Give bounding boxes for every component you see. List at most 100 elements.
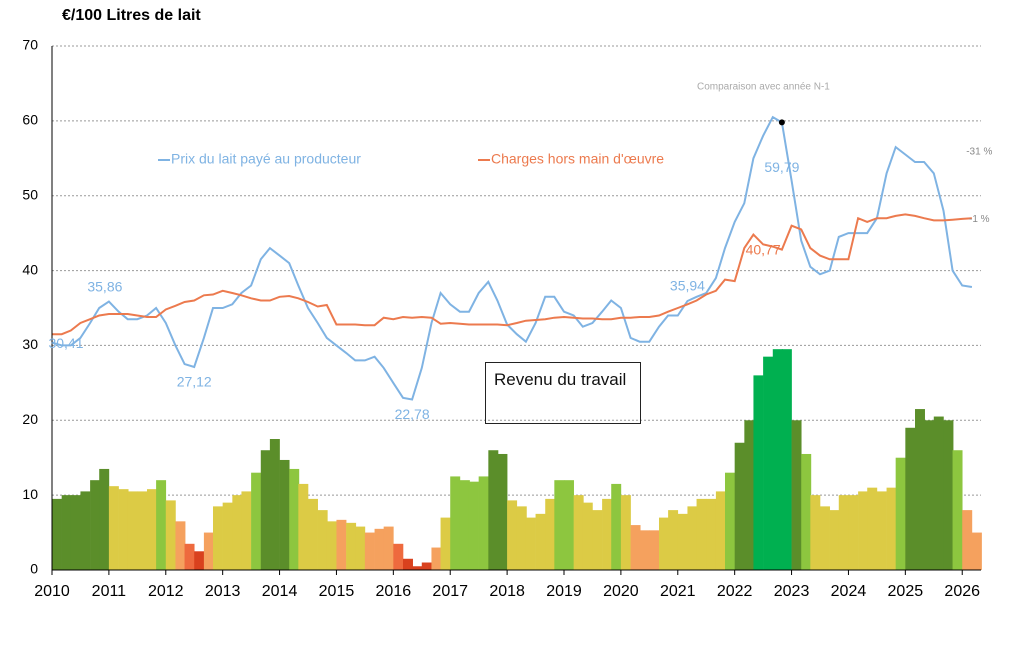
bar [724,472,735,570]
bar [99,468,110,570]
annotation: 35,94 [670,278,705,294]
bar [212,506,223,570]
bar [659,517,669,570]
line [51,115,973,401]
bar [393,543,404,570]
annotation: 27,12 [177,374,212,390]
bar [962,510,973,570]
bar [649,530,660,570]
bar [734,442,745,570]
bar [156,480,167,570]
bar [317,510,328,570]
bar [829,510,840,570]
bar [858,491,869,570]
bar [80,491,91,570]
bar [260,450,271,570]
bar [52,498,62,570]
y-tick-label: 50 [22,186,38,202]
bar [497,453,508,570]
bar [374,528,385,570]
bar [326,521,337,570]
bar [668,510,679,570]
x-tick-label: 2020 [603,583,639,600]
box-label: Revenu du travail [485,362,641,424]
x-tick-label: 2025 [888,583,924,600]
bar [696,498,707,570]
x-tick-label: 2019 [546,583,582,600]
bar [478,476,489,570]
bar [232,495,243,570]
bar [763,356,774,570]
x-tick-label: 2011 [92,583,127,600]
bar [241,491,252,570]
bar [251,472,262,570]
annotation: 40,77 [746,242,781,258]
annotation: -1 % [969,214,990,225]
bar [772,349,783,570]
bar [744,420,755,570]
bar [194,551,205,570]
bar [127,491,138,570]
bar [70,495,81,570]
bar [147,489,157,570]
bar [801,453,812,570]
chart-title: €/100 Litres de lait [62,7,201,24]
bar [564,480,574,570]
bar [677,513,688,570]
legend-label: Charges hors main d'œuvre [491,151,664,167]
x-tick-label: 2017 [432,583,468,600]
bar [412,566,423,570]
bar [573,495,584,570]
y-tick-label: 10 [22,486,38,502]
bar [222,502,233,570]
y-tick-label: 40 [22,261,38,277]
x-tick-label: 2022 [717,583,753,600]
legend-label: Prix du lait payé au producteur [171,151,361,167]
bar [355,526,366,570]
annotation: 35,86 [87,278,122,294]
bar [639,530,650,570]
y-tick-label: 60 [22,112,38,128]
bar [753,375,764,570]
bar [175,521,186,570]
bar [90,480,101,570]
comparison-note: Comparaison avec année N-1 [697,82,830,93]
bar [848,495,859,570]
bar [895,457,906,570]
bar [915,409,925,570]
x-tick-label: 2021 [660,583,696,600]
bar [468,481,479,570]
bar [525,517,536,570]
bar [971,532,982,570]
bar [421,562,432,570]
bar [886,487,897,570]
bar [516,506,527,570]
bar [203,532,214,570]
bar [943,420,954,570]
bar [184,543,195,570]
bar [137,491,148,570]
x-tick-label: 2016 [376,583,412,600]
bar [592,510,603,570]
bar [715,491,726,570]
y-tick-label: 70 [22,37,38,53]
bar [108,486,119,570]
bar [535,513,546,570]
annotation: 30,41 [48,335,83,351]
bar [791,420,802,570]
bar [383,526,394,570]
bar [450,476,461,570]
bar [308,498,318,570]
bar [545,498,556,570]
bar [582,502,593,570]
bar [611,483,622,570]
bar [781,349,792,570]
bar [838,495,849,570]
bar [867,487,878,570]
bar [876,491,887,570]
x-tick-label: 2012 [148,583,184,600]
y-tick-label: 20 [22,411,38,427]
bar [289,468,300,570]
x-tick-label: 2026 [944,583,980,600]
bar [507,500,518,570]
